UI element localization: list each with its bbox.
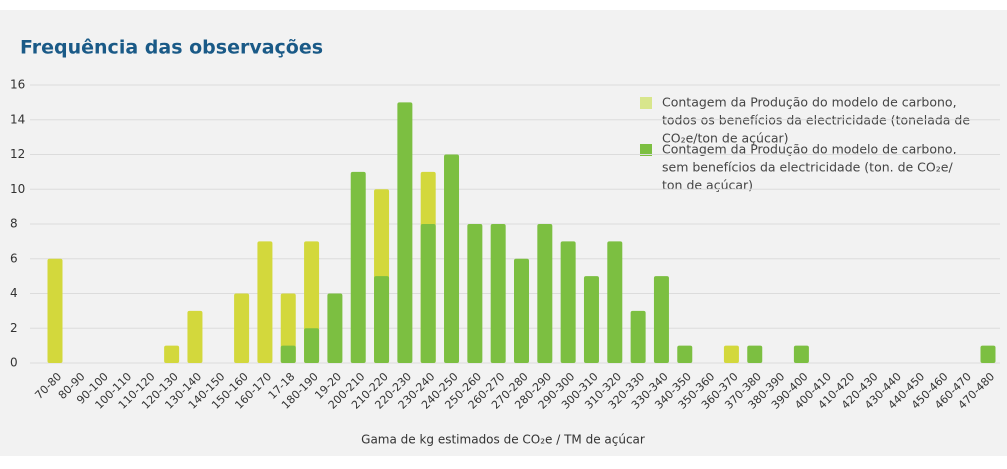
bar <box>420 224 436 363</box>
bar <box>560 241 576 363</box>
y-tick-label: 0 <box>10 356 18 370</box>
bar <box>980 345 996 363</box>
chart-title: Frequência das observações <box>20 37 323 59</box>
bar <box>374 276 390 363</box>
bar <box>234 293 250 363</box>
legend-label: CO₂e/ton de açúcar) <box>662 131 789 146</box>
bar <box>257 241 273 363</box>
legend-label: Contagem da Produção do modelo de carbon… <box>662 142 957 157</box>
bar <box>653 276 669 363</box>
bar <box>630 310 646 363</box>
bar <box>583 276 599 363</box>
legend-swatch <box>640 97 652 109</box>
y-tick-label: 14 <box>10 112 25 126</box>
y-tick-label: 16 <box>10 78 25 92</box>
bar <box>327 293 343 363</box>
x-axis-label: Gama de kg estimados de CO₂e / TM de açú… <box>361 433 645 447</box>
legend-label: sem benefícios da electricidade (ton. de… <box>662 160 953 175</box>
bar <box>280 345 296 363</box>
y-tick-label: 4 <box>10 286 18 300</box>
bar <box>187 310 203 363</box>
y-tick-label: 10 <box>10 182 25 196</box>
bar <box>444 154 460 363</box>
legend-label: Contagem da Produção do modelo de carbon… <box>662 95 957 110</box>
bar <box>47 258 63 363</box>
legend-swatch <box>640 144 652 156</box>
y-tick-label: 8 <box>10 217 18 231</box>
bar <box>467 224 483 363</box>
bar <box>397 102 413 363</box>
y-tick-label: 6 <box>10 251 18 265</box>
bar <box>677 345 693 363</box>
y-tick-label: 12 <box>10 147 25 161</box>
bar <box>723 345 739 363</box>
bar <box>793 345 809 363</box>
bar <box>514 258 529 363</box>
legend: Contagem da Produção do modelo de carbon… <box>640 95 970 193</box>
bar <box>350 171 366 363</box>
y-tick-label: 2 <box>10 321 18 335</box>
bar <box>747 345 763 363</box>
bar <box>490 224 506 363</box>
legend-label: ton de açúcar) <box>662 178 753 193</box>
bar <box>304 328 320 363</box>
bar <box>537 224 553 363</box>
bar <box>164 345 180 363</box>
bar <box>607 241 623 363</box>
